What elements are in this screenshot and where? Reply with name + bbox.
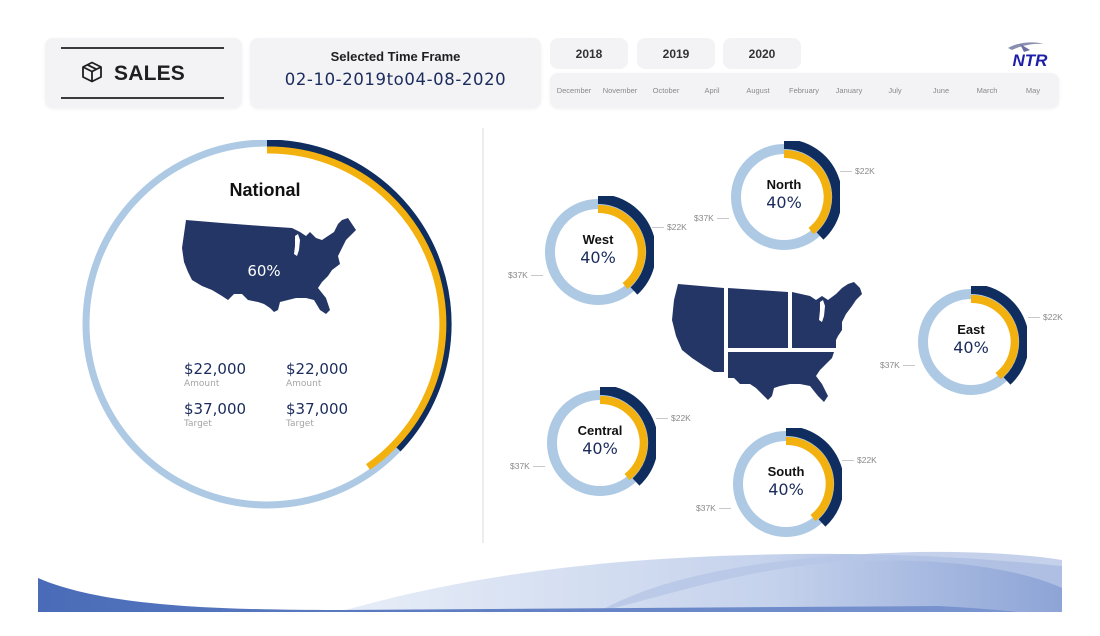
region-gauge-central[interactable]: Central 40%: [544, 387, 656, 499]
time-frame-card: Selected Time Frame 02-10-2019to04-08-20…: [250, 38, 541, 108]
sales-title-card: SALES: [45, 38, 242, 108]
month-slicer: December November October April August F…: [550, 73, 1059, 108]
region-percent: 40%: [953, 338, 989, 357]
map-region-south: [728, 352, 834, 402]
east-amount-callout: $22K: [1028, 312, 1063, 322]
regional-us-map[interactable]: [670, 280, 888, 415]
region-gauge-north[interactable]: North 40%: [728, 141, 840, 253]
year-button-2019[interactable]: 2019: [637, 38, 715, 69]
west-amount-callout: $22K: [652, 222, 687, 232]
logo-text: NTR: [1013, 51, 1049, 70]
region-name: East: [957, 322, 985, 337]
title-top-rule: [61, 47, 224, 49]
region-name: West: [582, 232, 614, 247]
west-donut: [545, 196, 654, 305]
region-gauge-south[interactable]: South 40%: [730, 428, 842, 540]
national-ring: [82, 140, 452, 509]
national-gauge: National 60% $22,000 Amount $22,000 Amou…: [80, 140, 456, 512]
region-percent: 40%: [580, 248, 616, 267]
national-amount-2: $22,000 Amount: [286, 360, 349, 389]
ntr-logo: NTR: [1000, 40, 1060, 70]
region-name: Central: [577, 423, 623, 438]
west-target-callout: $37K: [508, 270, 543, 280]
region-percent: 40%: [768, 480, 804, 499]
month-november[interactable]: November: [602, 86, 638, 95]
national-amount-1: $22,000 Amount: [184, 360, 247, 389]
south-amount-callout: $22K: [842, 455, 877, 465]
east-donut: [918, 286, 1027, 395]
national-target-1: $37,000 Target: [184, 400, 247, 429]
month-august[interactable]: August: [746, 86, 770, 95]
north-target-callout: $37K: [694, 213, 729, 223]
cube-icon: [80, 60, 104, 88]
central-target-callout: $37K: [510, 461, 545, 471]
south-donut: [733, 428, 842, 537]
region-gauge-west[interactable]: West 40%: [542, 196, 654, 308]
national-title: National: [229, 180, 301, 200]
month-may[interactable]: May: [1025, 86, 1041, 95]
map-region-north: [728, 288, 788, 348]
region-name: South: [767, 464, 805, 479]
month-october[interactable]: October: [652, 86, 680, 95]
month-april[interactable]: April: [704, 86, 720, 95]
north-amount-callout: $22K: [840, 166, 875, 176]
time-frame-label: Selected Time Frame: [330, 49, 461, 64]
region-percent: 40%: [582, 439, 618, 458]
title-bottom-rule: [61, 97, 224, 99]
decorative-wave-footer: [38, 551, 1062, 612]
national-target-2: $37,000 Target: [286, 400, 349, 429]
time-frame-value: 02-10-2019to04-08-2020: [284, 70, 507, 89]
central-donut: [547, 387, 656, 496]
north-donut: [731, 141, 840, 250]
month-july[interactable]: July: [888, 86, 902, 95]
national-percent: 60%: [247, 262, 281, 280]
central-amount-callout: $22K: [656, 413, 691, 423]
month-june[interactable]: June: [932, 86, 950, 95]
east-target-callout: $37K: [880, 360, 915, 370]
region-percent: 40%: [766, 193, 802, 212]
map-region-east: [792, 282, 862, 348]
year-button-2020[interactable]: 2020: [723, 38, 801, 69]
south-target-callout: $37K: [696, 503, 731, 513]
region-name: North: [766, 177, 802, 192]
month-february[interactable]: February: [788, 86, 819, 95]
month-december[interactable]: December: [556, 86, 592, 95]
section-divider: [482, 128, 484, 543]
us-map-icon: [182, 218, 356, 314]
month-january[interactable]: January: [835, 86, 863, 95]
page-title: SALES: [114, 62, 186, 85]
region-gauge-east[interactable]: East 40%: [915, 286, 1027, 398]
month-march[interactable]: March: [976, 86, 998, 95]
year-button-2018[interactable]: 2018: [550, 38, 628, 69]
map-region-west: [672, 284, 724, 372]
